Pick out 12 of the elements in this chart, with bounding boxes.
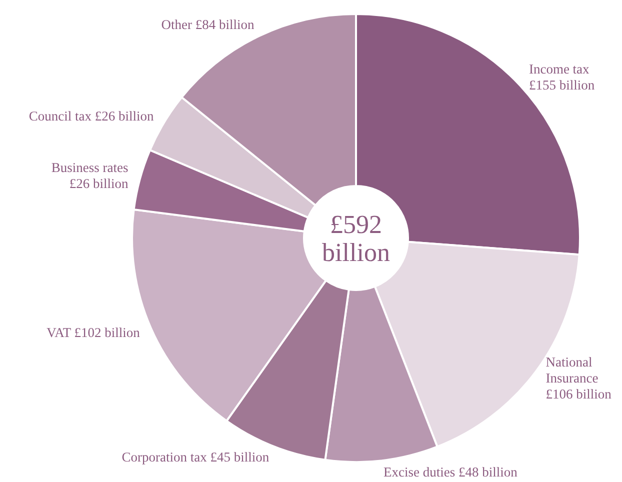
slice-label: VAT £102 billion [46, 324, 140, 340]
slice-label: Council tax £26 billion [28, 108, 154, 124]
slice-label: Income tax [528, 61, 590, 76]
slice-label: Business rates [51, 160, 128, 176]
slice-label: Excise duties £48 billion [383, 464, 518, 480]
data-label: £26 billion [69, 176, 128, 192]
slice-label: Corporation tax £45 billion [122, 449, 270, 464]
text: £592 billion [322, 210, 390, 267]
slice-label: National Insurance [546, 354, 598, 386]
data-label: £155 billion [528, 77, 595, 92]
data-label: £106 billion [546, 386, 612, 402]
slice-label: Other £84 billion [161, 17, 254, 32]
